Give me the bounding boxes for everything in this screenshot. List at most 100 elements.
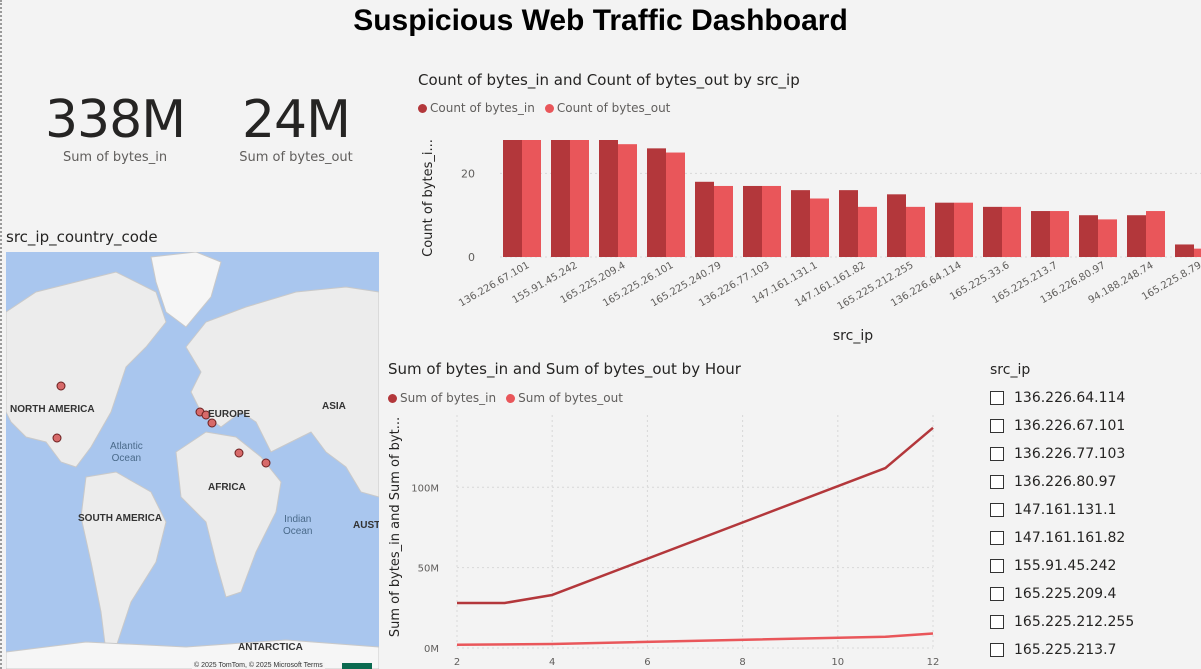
land-south-america [80,471,167,653]
bar-bytes-out [1146,211,1165,257]
land-greenland [150,252,222,328]
slicer-item-label: 147.161.131.1 [1014,502,1117,518]
bar-bytes-out [570,140,589,257]
map-point-canada [56,381,66,391]
src-ip-slicer: src_ip 136.226.64.114 136.226.67.101 136.2… [990,362,1134,664]
land-africa [175,431,282,598]
bar-bytes-in [503,140,522,257]
slicer-item[interactable]: 136.226.80.97 [990,468,1134,496]
bar-bytes-out [522,140,541,257]
kpi-card-bytes-out[interactable]: 24M Sum of bytes_out [216,92,376,165]
map-point-middle-east [234,448,244,458]
slicer-item[interactable]: 136.226.64.114 [990,384,1134,412]
legend-item-bytes-out[interactable]: Sum of bytes_out [506,391,623,405]
bar-bytes-out [1098,219,1117,257]
slicer-item[interactable]: 165.225.212.255 [990,608,1134,636]
slicer-item-label: 136.226.77.103 [1014,446,1126,462]
bar-bytes-out [666,152,685,257]
slicer-item-label: 165.225.212.255 [1014,614,1135,630]
map-label-north-america: NORTH AMERICA [10,404,95,415]
legend-swatch [506,393,516,403]
x-tick-label: 2 [454,657,460,668]
slicer-checkbox[interactable] [990,503,1004,517]
bar-bytes-in [599,140,618,257]
map-label-antarctica: ANTARCTICA [238,642,303,653]
legend-label: Count of bytes_out [556,101,671,115]
legend-item-bytes-out[interactable]: Count of bytes_out [544,101,671,115]
map-label-australia: AUST [353,520,379,531]
slicer-checkbox[interactable] [990,615,1004,629]
kpi-label: Sum of bytes_out [239,150,353,165]
map-point-europe-3 [207,418,217,428]
slicer-checkbox[interactable] [990,447,1004,461]
kpi-value: 24M [241,90,351,150]
slicer-checkbox[interactable] [990,419,1004,433]
map-label-south-america: SOUTH AMERICA [78,513,163,524]
bar-bytes-in [551,140,570,257]
bar-bytes-out [954,202,973,257]
slicer-item[interactable]: 136.226.77.103 [990,440,1134,468]
bar-bytes-out [1194,248,1201,257]
bar-bytes-in [1031,211,1050,257]
slicer-title: src_ip [990,362,1031,378]
bar-bytes-out [1002,206,1021,257]
bar-bytes-in [839,190,858,257]
map-copyright[interactable]: © 2025 TomTom, © 2025 Microsoft Terms [192,662,325,669]
legend-item-bytes-in[interactable]: Count of bytes_in [418,101,535,115]
slicer-item-label: 136.226.64.114 [1014,390,1126,406]
page-border [0,0,2,669]
slicer-item[interactable]: 136.226.67.101 [990,412,1134,440]
slicer-checkbox[interactable] [990,475,1004,489]
slicer-item-label: 136.226.67.101 [1014,418,1126,434]
bar-bytes-out [1050,211,1069,257]
legend-label: Sum of bytes_in [400,391,497,405]
line-chart[interactable]: 0M 50M 100M 2 4 6 8 10 12 Sum of bytes_in and Sum… [385,405,960,669]
bar-bytes-in [791,190,810,257]
slicer-checkbox[interactable] [990,531,1004,545]
legend-swatch [544,103,554,113]
bar-bytes-out [858,206,877,257]
legend-item-bytes-in[interactable]: Sum of bytes_in [388,391,496,405]
x-axis-label: src_ip [833,328,873,344]
slicer-item-label: 147.161.161.82 [1014,530,1126,546]
legend-swatch [418,103,427,113]
legend-swatch [388,393,397,403]
y-axis-label: Count of bytes_i... [421,139,436,257]
map-label-europe: EUROPE [208,409,251,420]
bar-bytes-out [618,144,637,257]
slicer-item[interactable]: 155.91.45.242 [990,552,1134,580]
bar-chart[interactable]: 020136.226.67.101155.91.45.242165.225.20… [400,115,1201,350]
map-point-europe-2 [201,410,211,420]
bar-bytes-out [906,206,925,257]
x-tick-label: 8 [739,657,745,668]
slicer-checkbox[interactable] [990,587,1004,601]
x-tick-label: 12 [927,657,940,668]
slicer-item[interactable]: 147.161.131.1 [990,496,1134,524]
slicer-checkbox[interactable] [990,643,1004,657]
legend-label: Sum of bytes_out [518,391,623,405]
y-tick-label: 100M [411,483,439,494]
slicer-item-label: 155.91.45.242 [1014,558,1117,574]
kpi-card-bytes-in[interactable]: 338M Sum of bytes_in [30,92,200,165]
y-tick-label: 20 [461,167,475,180]
line-chart-legend: Sum of bytes_in Sum of bytes_out [388,391,623,405]
bar-bytes-in [695,181,714,257]
slicer-checkbox[interactable] [990,391,1004,405]
country-map[interactable]: NORTH AMERICA EUROPE ASIA AFRICA SOUTH A… [6,252,379,669]
bar-bytes-in [887,194,906,257]
map-point-usa [52,433,62,443]
land-north-america [6,271,167,468]
slicer-item[interactable]: 165.225.213.7 [990,636,1134,664]
bar-bytes-in [935,202,954,257]
slicer-item[interactable]: 147.161.161.82 [990,524,1134,552]
slicer-checkbox[interactable] [990,559,1004,573]
line-series-bytes-out [456,632,934,647]
map-title: src_ip_country_code [6,228,158,246]
dashboard-title: Suspicious Web Traffic Dashboard [353,4,848,37]
kpi-value: 338M [44,90,186,150]
x-tick-label: 6 [644,657,650,668]
map-label-asia: ASIA [322,401,346,412]
bar-bytes-in [647,148,666,257]
slicer-item-label: 165.225.209.4 [1014,586,1117,602]
slicer-item[interactable]: 165.225.209.4 [990,580,1134,608]
